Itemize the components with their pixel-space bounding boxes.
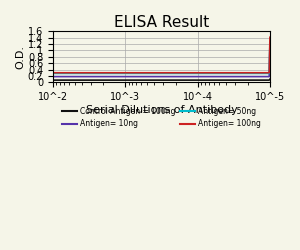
Legend: Control Antigen = 100ng, Antigen= 10ng, Antigen= 50ng, Antigen= 100ng: Control Antigen = 100ng, Antigen= 10ng, … [62,107,261,128]
Antigen= 10ng [234,75,238,78]
Antigen= 100ng [52,71,56,74]
Line: Antigen= 100ng: Antigen= 100ng [53,37,270,73]
Title: ELISA Result: ELISA Result [114,15,209,30]
Control Antigen = 100ng [268,78,272,81]
Antigen= 10ng [180,75,184,78]
Antigen= 50ng [180,72,183,75]
Antigen= 100ng [51,71,55,74]
Antigen= 10ng [184,75,188,78]
Control Antigen = 100ng [51,78,55,82]
Control Antigen = 100ng [180,78,184,82]
Control Antigen = 100ng [184,78,188,82]
Line: Antigen= 50ng: Antigen= 50ng [53,42,270,74]
Antigen= 10ng [180,75,183,78]
Antigen= 100ng [180,71,183,74]
Antigen= 10ng [248,75,251,78]
Antigen= 100ng [234,71,238,74]
Control Antigen = 100ng [234,78,238,82]
Control Antigen = 100ng [248,78,251,82]
Antigen= 100ng [248,71,251,74]
Control Antigen = 100ng [180,78,183,82]
Antigen= 10ng [268,42,272,45]
Antigen= 100ng [268,36,272,39]
Antigen= 50ng [51,72,55,75]
Antigen= 50ng [234,72,238,75]
Antigen= 50ng [184,72,188,75]
Antigen= 100ng [184,71,188,74]
Antigen= 10ng [52,75,56,78]
Line: Antigen= 10ng: Antigen= 10ng [53,43,270,76]
Antigen= 100ng [180,71,184,74]
Antigen= 50ng [248,72,251,75]
X-axis label: Serial Dilutions of Antibody: Serial Dilutions of Antibody [85,105,237,115]
Control Antigen = 100ng [52,78,56,82]
Antigen= 50ng [268,41,272,44]
Antigen= 50ng [180,72,184,75]
Antigen= 50ng [52,72,56,75]
Antigen= 10ng [51,75,55,78]
Y-axis label: O.D.: O.D. [15,45,25,69]
Line: Control Antigen = 100ng: Control Antigen = 100ng [53,79,270,80]
